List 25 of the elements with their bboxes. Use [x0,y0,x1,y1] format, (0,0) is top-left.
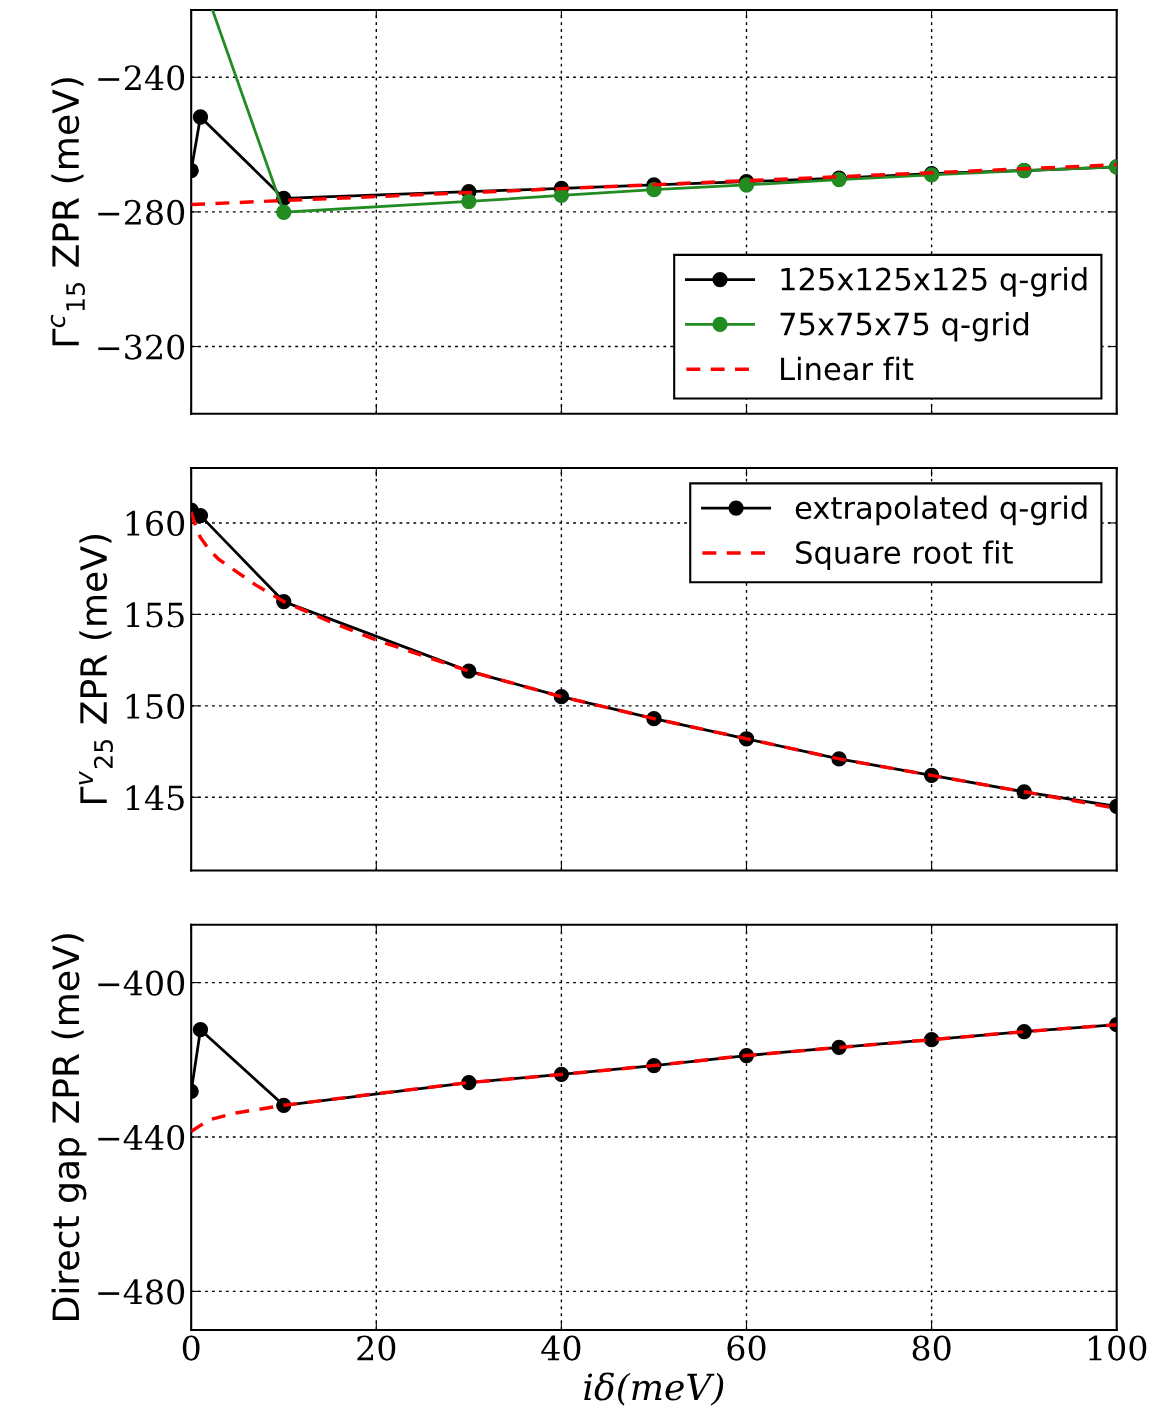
x-tick-label: 80 [912,1335,951,1361]
x-tick-label: 100 [1088,1335,1147,1361]
y-tick-label: −280 [98,199,185,226]
x-tick-label: 20 [357,1335,396,1361]
legend-label: Linear fit [781,356,914,381]
legend-label: 75x75x75 q-grid [780,311,1029,342]
y-axis-title: Direct gap ZPR (meV) [51,934,87,1320]
y-axis-title: Γ$^{c}$$_{15}$ ZPR (meV) [50,78,86,346]
x-tick-label: 40 [541,1335,581,1361]
y-tick-label: −240 [98,65,185,91]
legend-label: extrapolated q-grid [795,495,1087,526]
y-tick-label: 155 [126,602,184,628]
y-tick-label: −320 [98,334,185,360]
y-tick-label: −400 [98,970,185,996]
x-tick-label: 60 [727,1335,766,1361]
y-tick-label: 150 [126,693,185,719]
legend-label: 125x125x125 q-grid [781,267,1087,297]
x-axis-title: iδ(meV) [584,1372,724,1406]
y-tick-label: 145 [126,785,184,811]
x-tick-label: 0 [182,1335,200,1361]
legend-label: Square root fit [796,540,1013,570]
y-tick-label: −440 [98,1124,185,1151]
y-axis-title: Γ$^{v}$$_{25}$ ZPR (meV) [79,535,113,804]
y-tick-label: −480 [98,1279,185,1305]
y-tick-label: 160 [126,510,185,537]
